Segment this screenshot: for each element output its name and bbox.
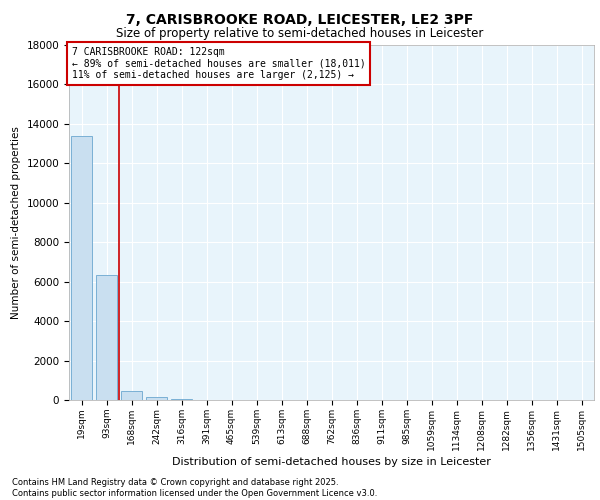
- Text: Contains HM Land Registry data © Crown copyright and database right 2025.
Contai: Contains HM Land Registry data © Crown c…: [12, 478, 377, 498]
- Bar: [71, 136, 92, 400]
- X-axis label: Distribution of semi-detached houses by size in Leicester: Distribution of semi-detached houses by …: [172, 456, 491, 466]
- Text: 7, CARISBROOKE ROAD, LEICESTER, LE2 3PF: 7, CARISBROOKE ROAD, LEICESTER, LE2 3PF: [127, 12, 473, 26]
- Y-axis label: Number of semi-detached properties: Number of semi-detached properties: [11, 126, 21, 319]
- Text: Size of property relative to semi-detached houses in Leicester: Size of property relative to semi-detach…: [116, 28, 484, 40]
- Bar: [121, 391, 142, 400]
- Bar: [96, 275, 117, 400]
- Text: 7 CARISBROOKE ROAD: 122sqm
← 89% of semi-detached houses are smaller (18,011)
11: 7 CARISBROOKE ROAD: 122sqm ← 89% of semi…: [71, 47, 365, 80]
- Bar: [146, 398, 167, 400]
